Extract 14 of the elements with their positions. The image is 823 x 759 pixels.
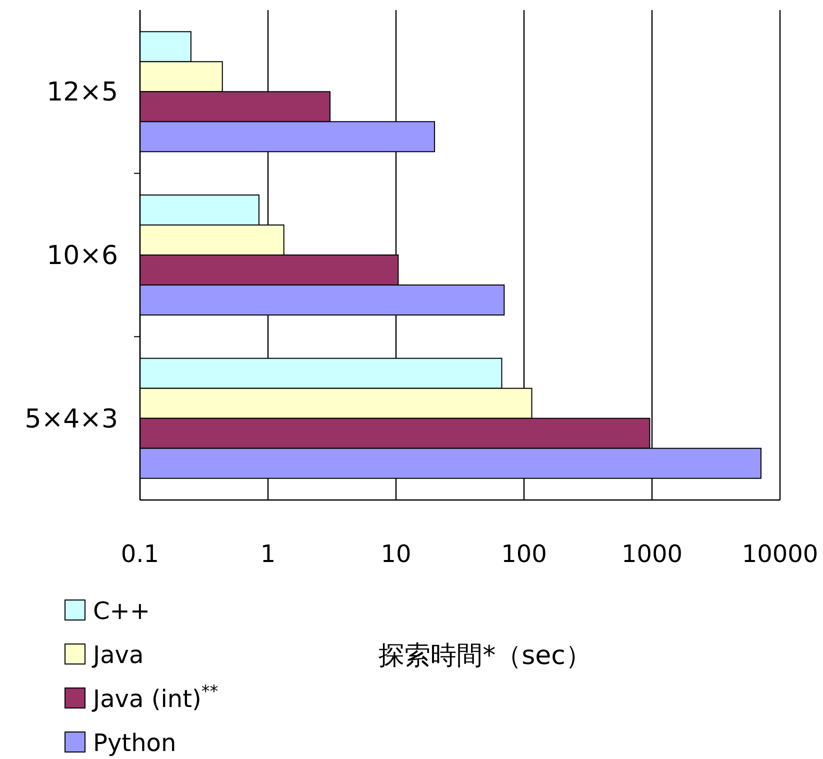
x-tick-label: 100 [501,540,547,568]
x-tick-label: 0.1 [120,540,160,568]
legend-label: Java (int)$^{**}$ [91,681,218,713]
x-axis-title: 探索時間*（sec） [378,641,592,671]
x-tick-label: 1000 [621,540,683,568]
y-tick-label: 12×5 [46,78,118,108]
x-tick-label: 10000 [742,540,818,568]
legend-label: C++ [93,597,150,625]
legend-label: Python [93,729,176,757]
x-tick-label: 10 [380,540,412,568]
x-tick-label: 1 [260,540,276,568]
legend-label: Java [91,641,144,669]
y-tick-label: 10×6 [46,241,118,271]
y-tick-label: 5×4×3 [24,404,118,434]
